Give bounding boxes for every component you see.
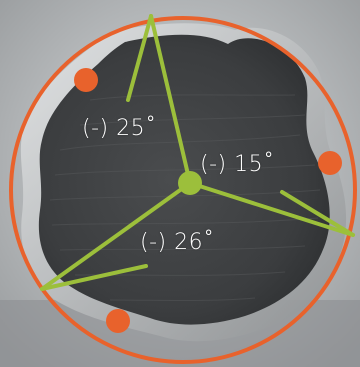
line-right-to-upper (280, 190, 355, 237)
marker-dot-bottom (106, 309, 130, 333)
line-center-to-bottom-left (40, 181, 192, 291)
line-center-to-right (188, 181, 355, 237)
line-center-to-top (149, 14, 192, 185)
marker-dot-right (318, 151, 342, 175)
angle-label-right: (-) 15˚ (200, 152, 275, 177)
angle-label-bottom: (-) 26˚ (140, 230, 215, 255)
center-point (178, 171, 202, 195)
angle-lines (40, 14, 355, 291)
fiber-texture (49, 94, 321, 301)
line-top-to-left (126, 14, 153, 102)
line-bottom-left-to-right (40, 264, 148, 291)
marker-dot-top-left (74, 68, 98, 92)
bounding-circle (9, 16, 357, 364)
angle-label-top: (-) 25˚ (82, 116, 157, 141)
